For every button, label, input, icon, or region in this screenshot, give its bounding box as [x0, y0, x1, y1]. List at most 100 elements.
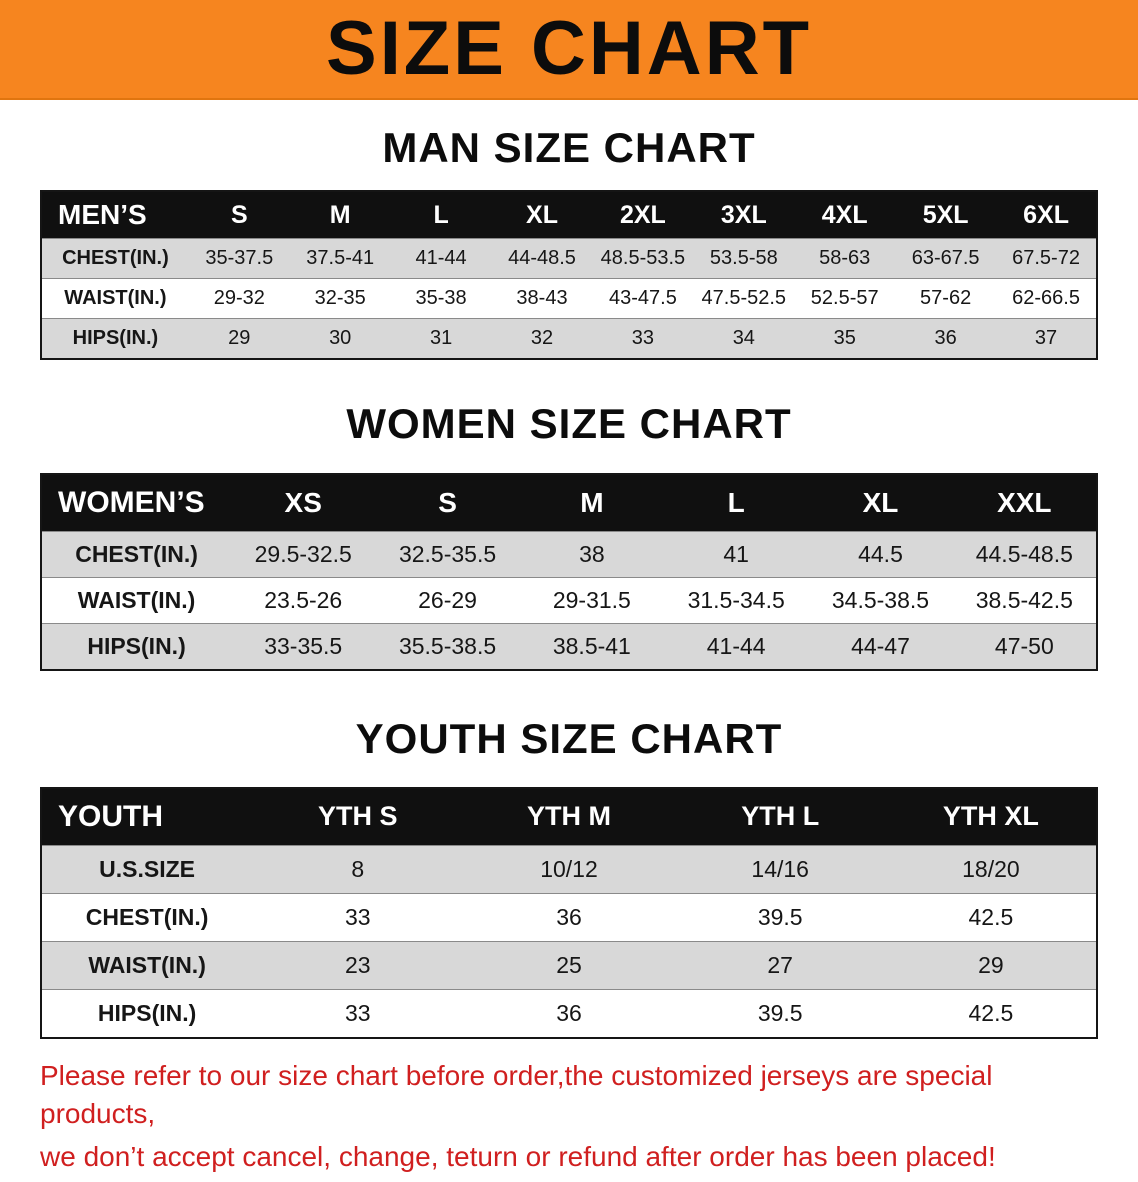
- column-header: XXL: [952, 473, 1097, 532]
- table-row: CHEST(IN.) 33 36 39.5 42.5: [41, 892, 1097, 942]
- table-cell: 42.5: [885, 988, 1097, 1038]
- table-row: U.S.SIZE 8 10/12 14/16 18/20: [41, 844, 1097, 894]
- column-header: YTH S: [252, 787, 464, 846]
- men-size-section: MAN SIZE CHART MEN’S S M L XL 2XL 3XL 4XL 5XL 6XL…: [0, 124, 1138, 361]
- column-header: L: [664, 473, 809, 532]
- women-size-section: WOMEN SIZE CHART WOMEN’S XS S M L XL XXL CHEST(…: [0, 400, 1138, 671]
- table-header-row: YOUTH YTH S YTH M YTH L YTH XL: [41, 787, 1097, 846]
- row-label: CHEST(IN.): [41, 892, 253, 942]
- row-label: HIPS(IN.): [41, 318, 189, 360]
- order-notice: Please refer to our size chart before or…: [40, 1057, 1098, 1176]
- table-cell: 33-35.5: [231, 622, 376, 670]
- column-header: XL: [491, 191, 593, 239]
- table-cell: 25: [463, 940, 675, 990]
- table-cell: 43-47.5: [592, 278, 694, 319]
- table-title-cell: YOUTH: [41, 787, 253, 846]
- table-cell: 35: [794, 318, 896, 360]
- table-cell: 29-31.5: [519, 576, 665, 624]
- table-cell: 23.5-26: [231, 576, 376, 624]
- table-cell: 30: [289, 318, 391, 360]
- table-cell: 38.5-42.5: [952, 576, 1097, 624]
- table-cell: 38-43: [491, 278, 593, 319]
- table-cell: 63-67.5: [895, 238, 997, 279]
- table-cell: 47-50: [952, 622, 1097, 670]
- column-header: XL: [808, 473, 953, 532]
- table-cell: 32.5-35.5: [375, 530, 520, 578]
- table-cell: 36: [463, 988, 675, 1038]
- table-cell: 38: [519, 530, 665, 578]
- table-cell: 58-63: [794, 238, 896, 279]
- table-cell: 53.5-58: [693, 238, 795, 279]
- youth-size-table: YOUTH YTH S YTH M YTH L YTH XL U.S.SIZE 8 10/12…: [40, 786, 1098, 1039]
- table-row: HIPS(IN.) 33-35.5 35.5-38.5 38.5-41 41-44 44-…: [41, 622, 1097, 670]
- men-section-heading: MAN SIZE CHART: [382, 124, 756, 171]
- table-cell: 37: [996, 318, 1097, 360]
- table-cell: 48.5-53.5: [592, 238, 694, 279]
- banner: SIZE CHART: [0, 0, 1138, 100]
- table-cell: 29.5-32.5: [231, 530, 376, 578]
- table-cell: 41-44: [390, 238, 492, 279]
- table-header-row: MEN’S S M L XL 2XL 3XL 4XL 5XL 6XL: [41, 191, 1097, 239]
- youth-section-heading: YOUTH SIZE CHART: [355, 714, 783, 762]
- table-cell: 23: [252, 940, 464, 990]
- table-row: WAIST(IN.) 29-32 32-35 35-38 38-43 43-47.5 47.…: [41, 278, 1097, 319]
- table-cell: 44.5-48.5: [952, 530, 1097, 578]
- table-row: CHEST(IN.) 35-37.5 37.5-41 41-44 44-48.5 48.5…: [41, 238, 1097, 279]
- column-header: YTH M: [463, 787, 675, 846]
- table-row: WAIST(IN.) 23 25 27 29: [41, 940, 1097, 990]
- table-cell: 39.5: [674, 988, 886, 1038]
- men-size-table: MEN’S S M L XL 2XL 3XL 4XL 5XL 6XL CHEST(IN.) 35-37…: [40, 190, 1098, 361]
- column-header: YTH XL: [885, 787, 1097, 846]
- column-header: XS: [231, 473, 376, 532]
- table-cell: 29: [188, 318, 290, 360]
- table-cell: 10/12: [463, 844, 675, 894]
- table-cell: 32-35: [289, 278, 391, 319]
- column-header: S: [188, 191, 290, 239]
- table-row: HIPS(IN.) 29 30 31 32 33 34 35 36 37: [41, 318, 1097, 360]
- table-cell: 33: [592, 318, 694, 360]
- table-cell: 42.5: [885, 892, 1097, 942]
- table-cell: 26-29: [375, 576, 520, 624]
- column-header: M: [519, 473, 665, 532]
- table-cell: 33: [252, 988, 464, 1038]
- row-label: HIPS(IN.): [41, 988, 253, 1038]
- table-cell: 47.5-52.5: [693, 278, 795, 319]
- notice-line-1: Please refer to our size chart before or…: [40, 1059, 993, 1129]
- table-cell: 35-37.5: [188, 238, 290, 279]
- table-cell: 8: [252, 844, 464, 894]
- table-cell: 52.5-57: [794, 278, 896, 319]
- table-cell: 35-38: [390, 278, 492, 319]
- table-cell: 41-44: [664, 622, 809, 670]
- table-cell: 34: [693, 318, 795, 360]
- women-section-heading: WOMEN SIZE CHART: [346, 400, 792, 448]
- row-label: U.S.SIZE: [41, 844, 253, 894]
- column-header: M: [289, 191, 391, 239]
- table-cell: 37.5-41: [289, 238, 391, 279]
- column-header: 4XL: [794, 191, 896, 239]
- table-cell: 33: [252, 892, 464, 942]
- row-label: WAIST(IN.): [41, 940, 253, 990]
- table-cell: 31.5-34.5: [664, 576, 809, 624]
- table-cell: 36: [463, 892, 675, 942]
- table-cell: 29-32: [188, 278, 290, 319]
- table-cell: 44.5: [808, 530, 953, 578]
- banner-title: SIZE CHART: [326, 6, 812, 91]
- table-cell: 38.5-41: [519, 622, 665, 670]
- row-label: WAIST(IN.): [41, 576, 232, 624]
- table-cell: 29: [885, 940, 1097, 990]
- table-cell: 67.5-72: [996, 238, 1097, 279]
- column-header: 5XL: [895, 191, 997, 239]
- column-header: 2XL: [592, 191, 694, 239]
- table-cell: 39.5: [674, 892, 886, 942]
- table-cell: 32: [491, 318, 593, 360]
- table-row: HIPS(IN.) 33 36 39.5 42.5: [41, 988, 1097, 1038]
- table-cell: 44-48.5: [491, 238, 593, 279]
- table-cell: 34.5-38.5: [808, 576, 953, 624]
- column-header: L: [390, 191, 492, 239]
- table-cell: 41: [664, 530, 809, 578]
- table-cell: 31: [390, 318, 492, 360]
- youth-size-section: YOUTH SIZE CHART YOUTH YTH S YTH M YTH L YTH…: [0, 715, 1138, 1039]
- table-cell: 57-62: [895, 278, 997, 319]
- table-cell: 35.5-38.5: [375, 622, 520, 670]
